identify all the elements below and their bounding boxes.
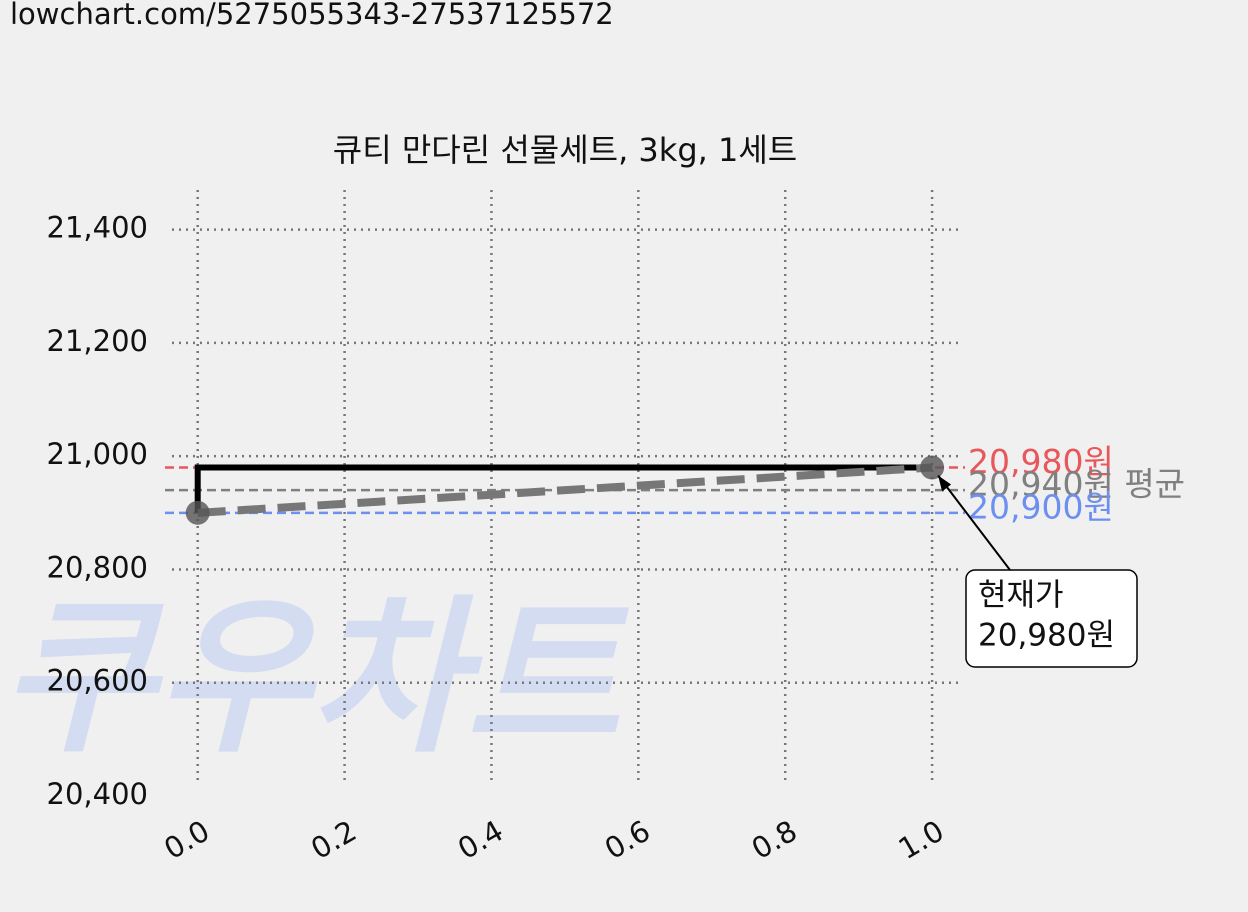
annotation-text: 20,980원 (978, 618, 1115, 654)
url: lowchart.com/5275055343-27537125572 (10, 0, 614, 31)
chart-title: 큐티 만다린 선물세트, 3kg, 1세트 (333, 131, 797, 169)
arrow-head (938, 475, 952, 492)
y-tick-label: 21,000 (47, 437, 148, 471)
ref-label: 20,940원 평균 (968, 465, 1185, 504)
watermark: 쿠우차트 (0, 580, 629, 776)
ref-label: 20,980원 (968, 442, 1114, 481)
ref-label: 20,900원 (968, 487, 1114, 526)
y-tick-label: 20,400 (47, 777, 148, 811)
dashed-line (197, 463, 933, 517)
y-tick-label: 20,600 (47, 664, 148, 698)
step-line (194, 464, 933, 513)
annotation-text: 현재가 (978, 578, 1064, 614)
marker (185, 500, 210, 525)
annotation-box (965, 569, 1138, 668)
y-tick-label: 21,400 (47, 211, 148, 245)
marker (920, 455, 945, 480)
annotation-arrow (937, 474, 1011, 571)
y-tick-label: 21,200 (47, 324, 148, 358)
y-tick-label: 20,800 (47, 550, 148, 584)
